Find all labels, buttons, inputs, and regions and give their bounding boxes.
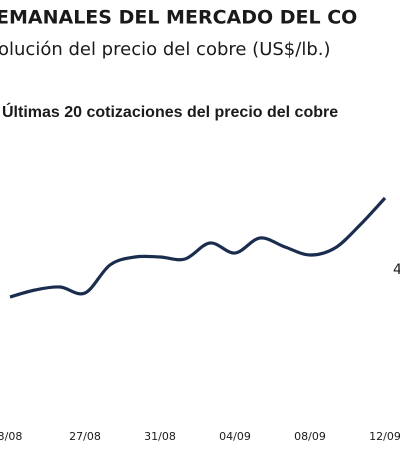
x-tick-label: 3/08 <box>0 430 22 443</box>
x-tick-label: 27/08 <box>69 430 101 443</box>
line <box>9 196 387 299</box>
x-tick-label: 08/09 <box>294 430 326 443</box>
subtitle: olución del precio del cobre (US$/lb.) <box>0 39 331 60</box>
x-tick-label: 04/09 <box>219 430 251 443</box>
title: EMANALES DEL MERCADO DEL CO <box>0 7 357 29</box>
x-tick-label: 31/08 <box>144 430 176 443</box>
chart-title: Últimas 20 cotizaciones del precio del c… <box>2 102 338 121</box>
x-tick-label: 12/09 <box>369 430 400 443</box>
annotation: 4 <box>393 262 400 278</box>
